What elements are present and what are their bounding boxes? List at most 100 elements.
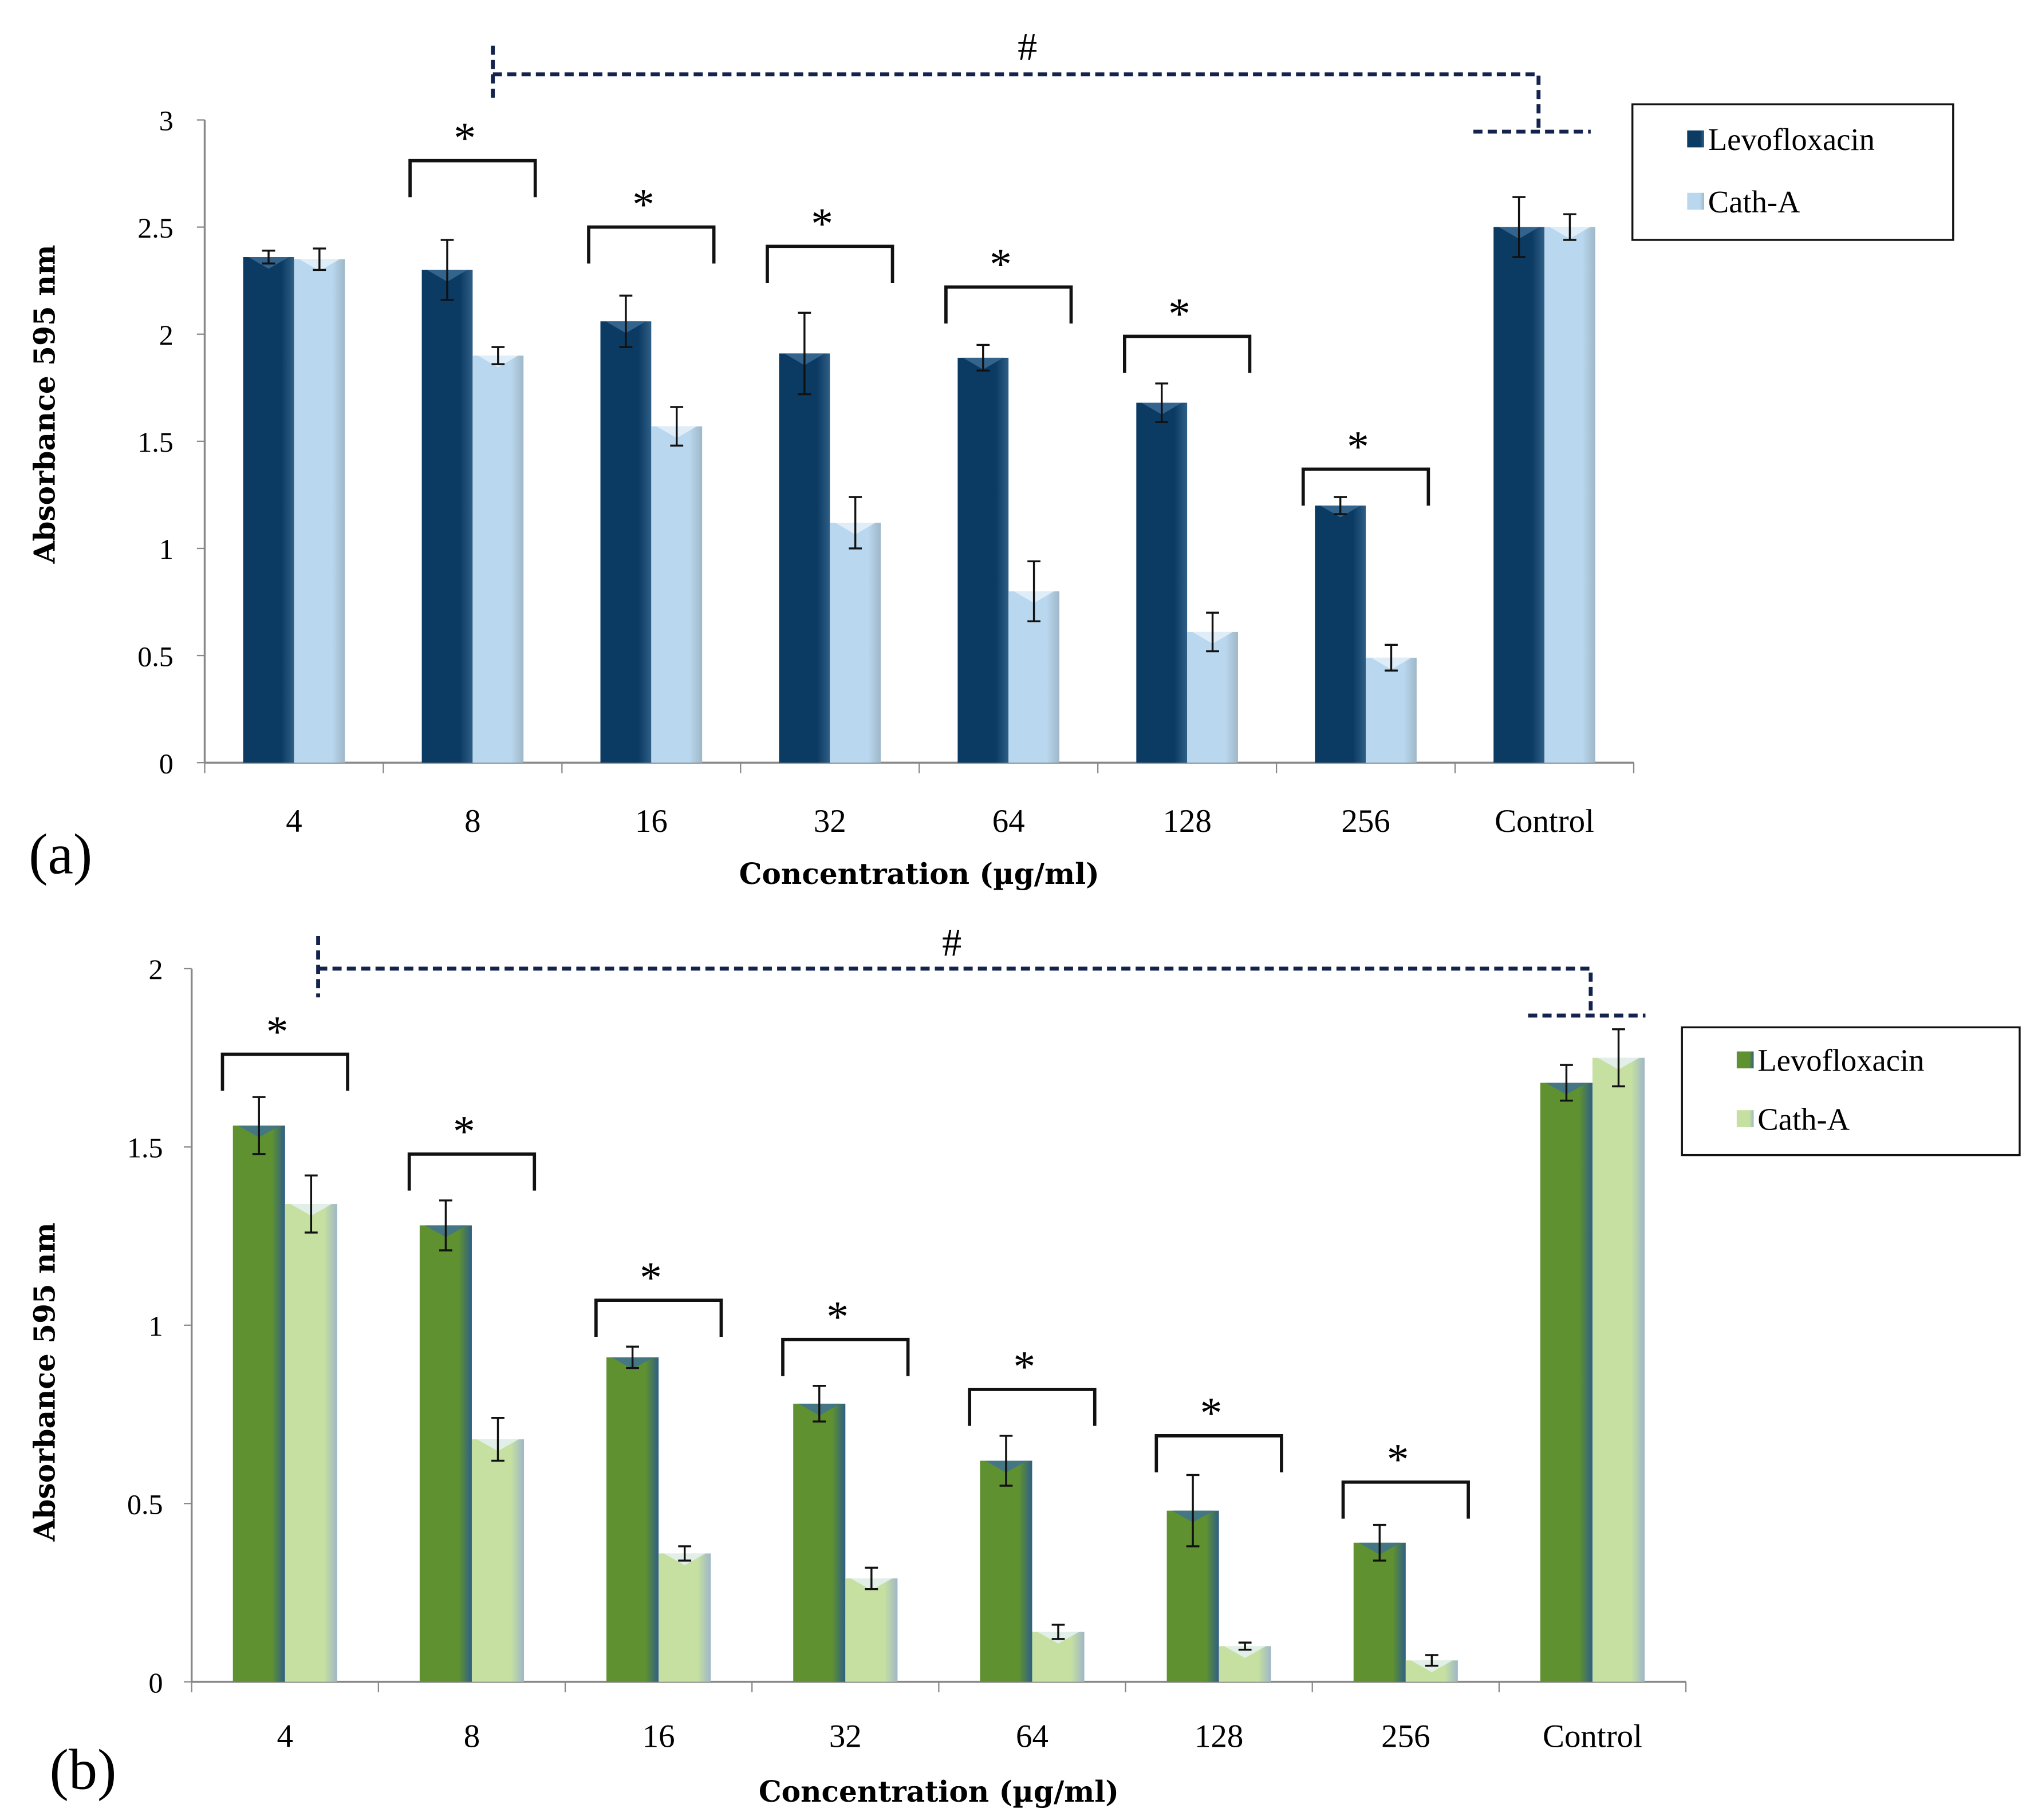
hash-bracket: [316, 936, 1646, 1018]
bar-cath-a-8: [472, 356, 524, 763]
legend-label: Cath-A: [1757, 1102, 1850, 1136]
significance-star: *: [826, 1292, 849, 1341]
bar-cath-a-Control: [1544, 227, 1595, 763]
legend-box: [1631, 103, 1954, 241]
legend-label: Cath-A: [1708, 184, 1800, 219]
bar-levofloxacin-4: [243, 257, 294, 763]
error-bar: [865, 1566, 878, 1590]
significance-star: *: [454, 113, 476, 163]
x-tick-label: 128: [1195, 1718, 1243, 1754]
error-bar: [304, 1174, 318, 1234]
significance-star: *: [1387, 1435, 1409, 1484]
error-bar: [1155, 382, 1169, 423]
x-tick-label: 16: [635, 803, 668, 839]
legend-swatch: [1687, 192, 1704, 210]
significance-star: *: [990, 240, 1012, 289]
bar-cath-a-4: [294, 259, 345, 763]
bar-cath-a-Control: [1592, 1057, 1645, 1682]
error-bar: [313, 247, 326, 271]
error-bar: [813, 1384, 826, 1423]
significance-bracket: [766, 244, 894, 283]
significance-star: *: [453, 1107, 475, 1156]
error-bar: [1238, 1641, 1252, 1651]
bar-levofloxacin-16: [600, 321, 652, 763]
bar-levofloxacin-64: [957, 357, 1009, 763]
significance-star: *: [811, 199, 833, 248]
bar-levofloxacin-8: [419, 1225, 472, 1682]
significance-star: *: [632, 180, 655, 229]
bar-cath-a-4: [285, 1204, 337, 1682]
bar-levofloxacin-128: [1136, 402, 1188, 763]
x-tick-label: 4: [277, 1718, 293, 1754]
x-tick-label: 16: [642, 1718, 675, 1754]
y-tick-label: 2.5: [137, 212, 174, 244]
error-bar: [1051, 1624, 1065, 1640]
x-tick-label: 256: [1381, 1718, 1430, 1754]
y-tick-label: 2: [159, 319, 174, 351]
y-tick-label: 1: [149, 1310, 163, 1342]
error-bar: [1563, 213, 1576, 241]
x-tick-label: 8: [464, 803, 480, 839]
significance-bracket: [407, 1152, 537, 1191]
x-axis-title: Concentration (µg/ml): [739, 857, 1099, 891]
significance-bracket: [968, 1388, 1097, 1426]
y-tick-label: 1: [159, 533, 174, 565]
significance-bracket: [220, 1052, 349, 1091]
legend-label: Levofloxacin: [1757, 1043, 1924, 1078]
error-bar: [1027, 560, 1040, 622]
significance-bracket: [408, 159, 537, 198]
bar-cath-a-16: [659, 1553, 711, 1682]
error-bar: [262, 250, 275, 264]
significance-bracket: [1301, 467, 1430, 506]
bar-levofloxacin-Control: [1493, 227, 1545, 763]
legend: Levofloxacin Cath-A: [1681, 1026, 2021, 1156]
panel-label: (b): [50, 1738, 117, 1801]
error-bar: [1334, 496, 1347, 515]
y-axis-title: Absorbance 595 nm: [28, 244, 62, 564]
error-bar: [1560, 1064, 1573, 1102]
x-tick-label: Control: [1543, 1718, 1642, 1754]
y-tick-label: 1.5: [127, 1132, 163, 1164]
hash-symbol: #: [942, 921, 961, 964]
error-bar: [491, 1417, 504, 1462]
significance-star: *: [1168, 289, 1191, 338]
significance-bracket: [1341, 1480, 1470, 1519]
bar-cath-a-8: [471, 1439, 525, 1682]
bar-levofloxacin-256: [1315, 506, 1366, 763]
error-bar: [670, 406, 684, 447]
bar-levofloxacin-64: [980, 1460, 1032, 1682]
error-bar: [1512, 196, 1525, 258]
x-tick-label: 4: [286, 803, 302, 839]
significance-star: *: [640, 1253, 662, 1302]
significance-star: *: [1013, 1342, 1035, 1391]
hash-bracket: [491, 45, 1591, 134]
legend-swatch: [1687, 130, 1704, 148]
error-bar: [678, 1545, 692, 1562]
error-bar: [1425, 1654, 1438, 1667]
error-bar: [798, 311, 811, 396]
legend-label: Levofloxacin: [1708, 122, 1875, 157]
error-bar: [439, 1199, 452, 1252]
y-tick-label: 0: [149, 1667, 163, 1699]
significance-star: *: [1200, 1388, 1223, 1438]
error-bar: [999, 1435, 1013, 1487]
error-bar: [252, 1096, 266, 1155]
significance-bracket: [944, 285, 1073, 324]
significance-bracket: [1154, 1434, 1283, 1472]
bar-levofloxacin-Control: [1540, 1083, 1592, 1682]
bar-levofloxacin-8: [421, 270, 473, 763]
error-bar: [1373, 1523, 1386, 1562]
bar-cath-a-128: [1187, 631, 1238, 763]
error-bar: [1186, 1474, 1200, 1547]
error-bar: [849, 496, 862, 550]
x-tick-label: 64: [1016, 1718, 1048, 1754]
bar-cath-a-16: [651, 426, 703, 763]
y-tick-label: 0.5: [137, 640, 174, 672]
significance-bracket: [781, 1337, 910, 1376]
error-bar: [976, 344, 990, 372]
bar-levofloxacin-16: [606, 1357, 659, 1682]
error-bar: [626, 1345, 639, 1369]
significance-bracket: [1123, 334, 1252, 373]
bar-cap: [1224, 1646, 1266, 1658]
